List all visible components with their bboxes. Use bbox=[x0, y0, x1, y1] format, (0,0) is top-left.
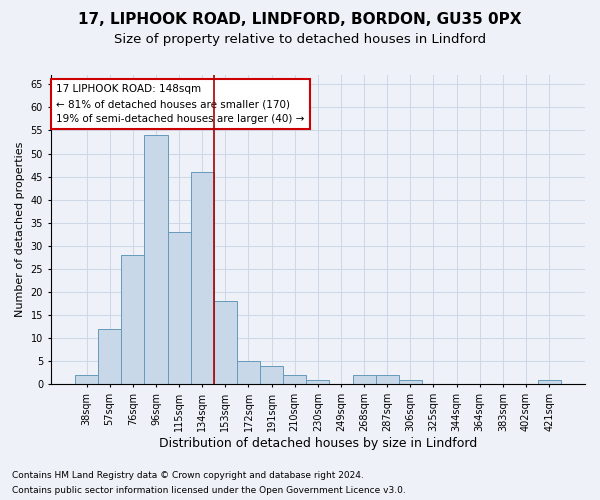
Text: Size of property relative to detached houses in Lindford: Size of property relative to detached ho… bbox=[114, 32, 486, 46]
Text: Contains HM Land Registry data © Crown copyright and database right 2024.: Contains HM Land Registry data © Crown c… bbox=[12, 471, 364, 480]
Bar bbox=[260, 366, 283, 384]
Bar bbox=[75, 375, 98, 384]
Bar bbox=[145, 135, 167, 384]
Bar bbox=[121, 255, 145, 384]
Bar bbox=[191, 172, 214, 384]
Bar bbox=[98, 329, 121, 384]
Text: 17 LIPHOOK ROAD: 148sqm
← 81% of detached houses are smaller (170)
19% of semi-d: 17 LIPHOOK ROAD: 148sqm ← 81% of detache… bbox=[56, 84, 304, 124]
Bar bbox=[376, 375, 399, 384]
Bar bbox=[167, 232, 191, 384]
Bar bbox=[214, 302, 237, 384]
Bar bbox=[399, 380, 422, 384]
Bar bbox=[538, 380, 561, 384]
X-axis label: Distribution of detached houses by size in Lindford: Distribution of detached houses by size … bbox=[159, 437, 477, 450]
Bar bbox=[353, 375, 376, 384]
Text: Contains public sector information licensed under the Open Government Licence v3: Contains public sector information licen… bbox=[12, 486, 406, 495]
Bar bbox=[306, 380, 329, 384]
Y-axis label: Number of detached properties: Number of detached properties bbox=[15, 142, 25, 318]
Text: 17, LIPHOOK ROAD, LINDFORD, BORDON, GU35 0PX: 17, LIPHOOK ROAD, LINDFORD, BORDON, GU35… bbox=[78, 12, 522, 28]
Bar bbox=[237, 362, 260, 384]
Bar bbox=[283, 375, 306, 384]
